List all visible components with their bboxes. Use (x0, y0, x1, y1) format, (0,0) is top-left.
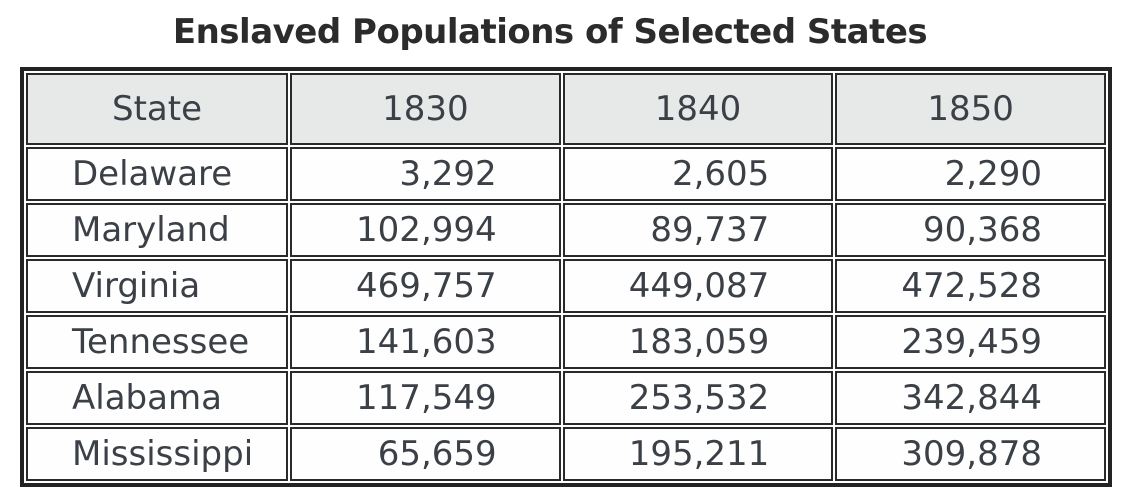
table-row-alabama: Alabama 117,549 253,532 342,844 (26, 370, 1106, 425)
state-cell: Mississippi (26, 426, 288, 481)
value-cell-1830: 3,292 (290, 146, 561, 201)
value-cell-1850: 342,844 (835, 370, 1106, 425)
value-cell-1850: 239,459 (835, 314, 1106, 369)
state-cell: Alabama (26, 370, 288, 425)
value-cell-1850: 472,528 (835, 258, 1106, 313)
value-cell-1830: 102,994 (290, 202, 561, 257)
page: Enslaved Populations of Selected States … (0, 12, 1142, 487)
state-cell: Delaware (26, 146, 288, 201)
column-header-1830: 1830 (290, 72, 561, 145)
value-cell-1830: 141,603 (290, 314, 561, 369)
column-header-state: State (26, 72, 288, 145)
header-row: State 1830 1840 1850 (26, 72, 1106, 145)
value-cell-1830: 65,659 (290, 426, 561, 481)
value-cell-1840: 195,211 (562, 426, 834, 481)
value-cell-1850: 2,290 (835, 146, 1106, 201)
value-cell-1840: 449,087 (562, 258, 834, 313)
table-row-tennessee: Tennessee 141,603 183,059 239,459 (26, 314, 1106, 369)
value-cell-1840: 2,605 (562, 146, 834, 201)
value-cell-1830: 117,549 (290, 370, 561, 425)
table-row-virginia: Virginia 469,757 449,087 472,528 (26, 258, 1106, 313)
table-row-mississippi: Mississippi 65,659 195,211 309,878 (26, 426, 1106, 481)
value-cell-1840: 89,737 (562, 202, 834, 257)
column-header-1840: 1840 (562, 72, 834, 145)
column-header-1850: 1850 (835, 72, 1106, 145)
table-row-delaware: Delaware 3,292 2,605 2,290 (26, 146, 1106, 201)
value-cell-1840: 253,532 (562, 370, 834, 425)
value-cell-1830: 469,757 (290, 258, 561, 313)
enslaved-populations-table: State 1830 1840 1850 Delaware 3,292 2,60… (20, 66, 1112, 487)
value-cell-1840: 183,059 (562, 314, 834, 369)
table-title: Enslaved Populations of Selected States (172, 12, 928, 52)
table-row-maryland: Maryland 102,994 89,737 90,368 (26, 202, 1106, 257)
state-cell: Maryland (26, 202, 288, 257)
state-cell: Virginia (26, 258, 288, 313)
value-cell-1850: 90,368 (835, 202, 1106, 257)
state-cell: Tennessee (26, 314, 288, 369)
value-cell-1850: 309,878 (835, 426, 1106, 481)
